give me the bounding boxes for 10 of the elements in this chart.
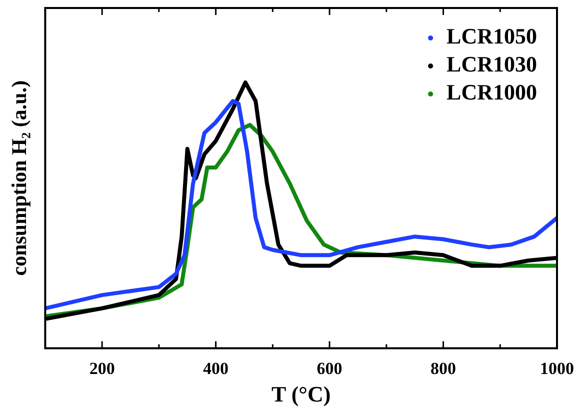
x-tick-label: 1000 [540,358,574,378]
legend-label: LCR1050 [446,24,538,49]
x-tick-label: 200 [89,358,115,378]
legend-label: LCR1030 [446,52,538,77]
y-axis-title: consumption H₂ (a.u.) [7,80,32,276]
x-tick-label: 600 [316,358,342,378]
x-tick-label: 400 [203,358,229,378]
x-tick-label: 800 [430,358,456,378]
x-axis-title: T (°C) [272,381,331,406]
legend-label: LCR1000 [446,80,538,105]
